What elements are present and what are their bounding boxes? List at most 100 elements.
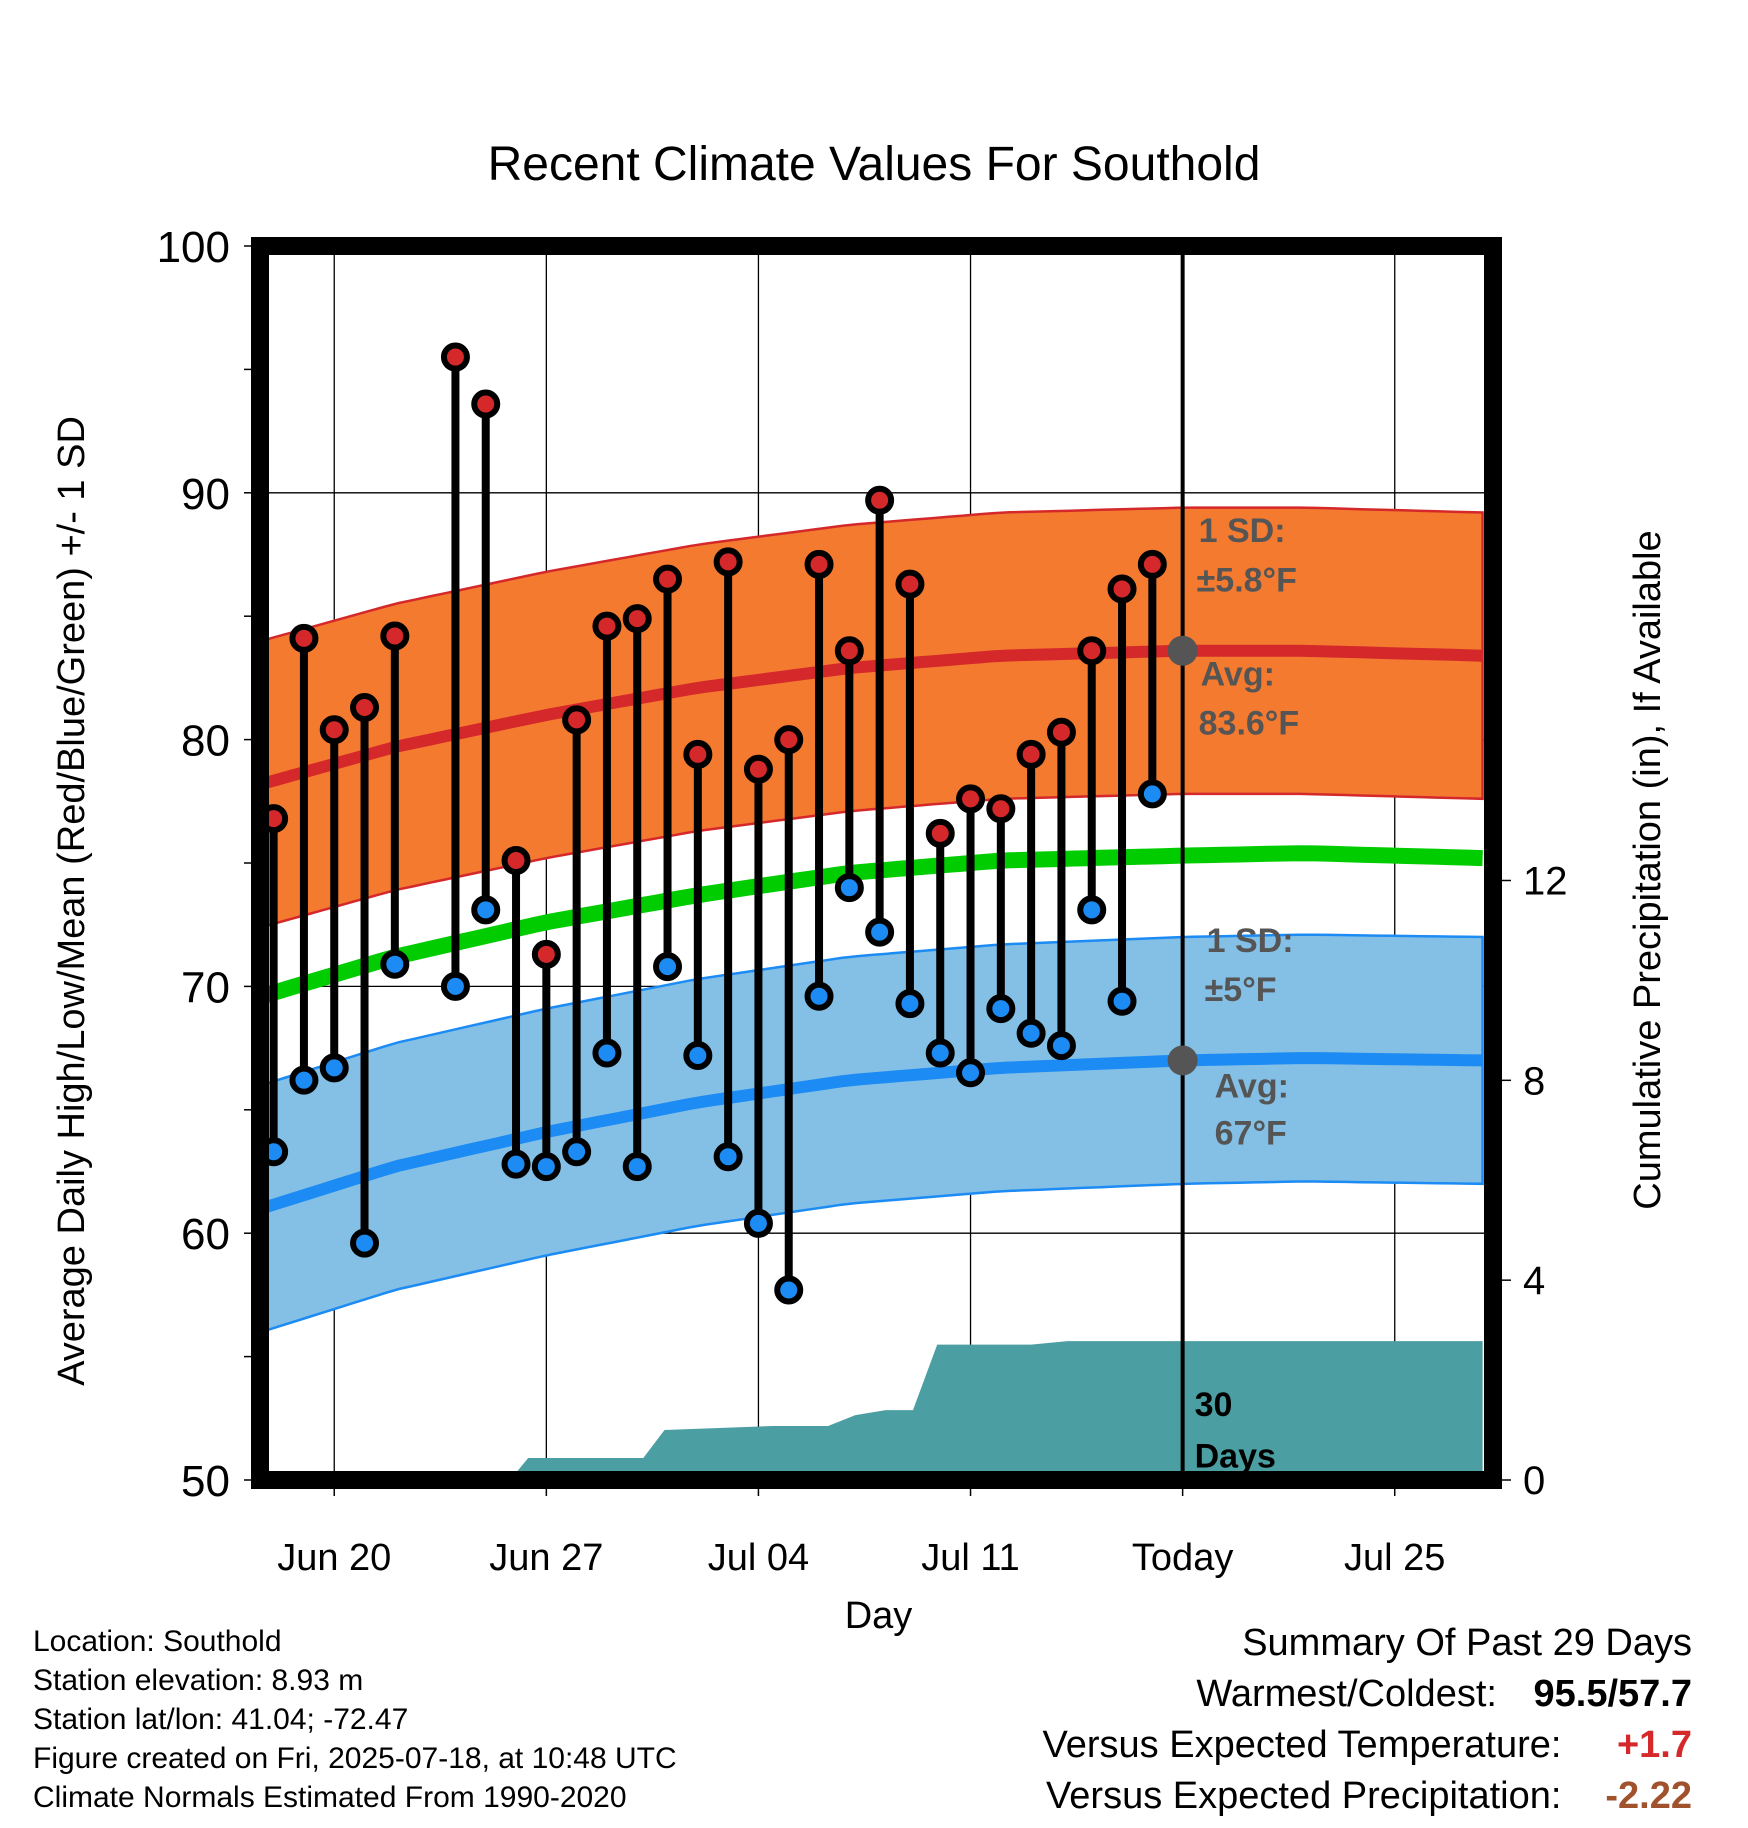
station-info: Location: Southold Station elevation: 8.… <box>33 1622 677 1817</box>
warm-cold-value: 95.5/57.7 <box>1533 1673 1692 1715</box>
daily-low-dot <box>471 895 501 925</box>
daily-high-dot <box>1046 717 1076 747</box>
summary-panel: Summary Of Past 29 Days Warmest/Coldest:… <box>1043 1618 1692 1822</box>
daily-low-dot <box>289 1065 319 1095</box>
daily-high-dot <box>743 754 773 784</box>
daily-low-dot <box>440 971 470 1001</box>
daily-high-dot <box>713 547 743 577</box>
daily-low-dot <box>986 994 1016 1024</box>
daily-low-dot <box>562 1137 592 1167</box>
low-avg-value: 67°F <box>1215 1114 1287 1152</box>
daily-low-dot <box>895 989 925 1019</box>
x-tick-label: Jun 27 <box>489 1537 603 1579</box>
temp-value: +1.7 <box>1616 1724 1692 1766</box>
daily-high-dot <box>986 794 1016 824</box>
daily-low-dot <box>865 917 895 947</box>
daily-high-dot <box>653 564 683 594</box>
low-avg-title: Avg: <box>1215 1067 1289 1105</box>
temp-row: Versus Expected Temperature: +1.7 <box>1043 1720 1692 1771</box>
daily-low-dot <box>622 1152 652 1182</box>
daily-high-dot <box>471 389 501 419</box>
x-axis-label: Day <box>845 1595 913 1637</box>
daily-high-dot <box>774 725 804 755</box>
daily-low-dot <box>834 873 864 903</box>
x-tick-label: Jul 25 <box>1344 1537 1445 1579</box>
y-axis-label: Average Daily High/Low/Mean (Red/Blue/Gr… <box>51 416 93 1386</box>
daily-high-dot <box>350 693 380 723</box>
daily-high-dot <box>501 846 531 876</box>
daily-high-dot <box>562 705 592 735</box>
daily-low-dot <box>1137 779 1167 809</box>
daily-low-dot <box>592 1038 622 1068</box>
high-sd-title: 1 SD: <box>1199 512 1286 550</box>
daily-high-dot <box>956 784 986 814</box>
low-sd-title: 1 SD: <box>1207 922 1294 960</box>
high-avg-dot <box>1167 635 1198 666</box>
y2-tick-label: 4 <box>1523 1259 1545 1303</box>
daily-high-dot <box>440 342 470 372</box>
daily-high-dot <box>289 623 319 653</box>
daily-low-dot <box>683 1041 713 1071</box>
precip-label: Versus Expected Precipitation: <box>1046 1775 1562 1817</box>
daily-high-dot <box>834 636 864 666</box>
days-label-number: 30 <box>1195 1386 1233 1424</box>
daily-high-dot <box>1107 574 1137 604</box>
normals-text: Climate Normals Estimated From 1990-2020 <box>33 1781 627 1814</box>
summary-title: Summary Of Past 29 Days <box>1242 1622 1692 1664</box>
daily-low-dot <box>774 1275 804 1305</box>
x-tick-label: Jul 11 <box>921 1537 1020 1579</box>
elevation-text: Station elevation: 8.93 m <box>33 1664 364 1697</box>
daily-high-dot <box>1016 739 1046 769</box>
high-sd-band <box>260 506 1484 929</box>
y2-tick-label: 0 <box>1523 1459 1545 1503</box>
y-tick-label: 70 <box>181 963 230 1012</box>
daily-low-dot <box>1016 1018 1046 1048</box>
plot-area: 1 SD: ±5.8°F Avg: 83.6°F 1 SD: ±5°F Avg: 67°F 30… <box>51 223 1669 1637</box>
normal-high-line <box>259 644 1483 790</box>
x-tick-label: Jul 04 <box>708 1537 809 1579</box>
daily-low-dot <box>319 1053 349 1083</box>
latlon-text: Station lat/lon: 41.04; -72.47 <box>33 1703 409 1736</box>
y-tick-label: 60 <box>181 1210 230 1259</box>
y2-tick-label: 12 <box>1523 859 1568 903</box>
y2-axis-label: Cumulative Precipitation (in), If Availa… <box>1627 530 1669 1209</box>
daily-low-dot <box>1077 895 1107 925</box>
warm-cold-row: Warmest/Coldest: 95.5/57.7 <box>1043 1669 1692 1720</box>
high-sd-value: ±5.8°F <box>1197 562 1297 600</box>
y-tick-label: 80 <box>181 717 230 766</box>
daily-high-dot <box>531 939 561 969</box>
temp-label: Versus Expected Temperature: <box>1042 1724 1562 1766</box>
precip-area <box>261 1341 1483 1480</box>
daily-low-dot <box>380 949 410 979</box>
low-sd-value: ±5°F <box>1205 971 1277 1009</box>
low-sd-band <box>260 933 1484 1334</box>
daily-high-dot <box>925 818 955 848</box>
x-tick-label: Today <box>1132 1537 1233 1579</box>
daily-low-dot <box>1107 986 1137 1016</box>
y-tick-label: 50 <box>181 1457 230 1506</box>
daily-high-dot <box>380 621 410 651</box>
precip-value: -2.22 <box>1605 1775 1692 1817</box>
daily-high-dot <box>1137 549 1167 579</box>
daily-high-dot <box>592 611 622 641</box>
daily-high-dot <box>683 739 713 769</box>
location-text: Location: Southold <box>33 1625 282 1658</box>
daily-low-dot <box>956 1058 986 1088</box>
daily-low-dot <box>743 1208 773 1238</box>
precip-row: Versus Expected Precipitation: -2.22 <box>1043 1771 1692 1822</box>
days-label-text: Days <box>1195 1438 1276 1476</box>
x-tick-label: Jun 20 <box>277 1537 391 1579</box>
created-text: Figure created on Fri, 2025-07-18, at 10… <box>33 1742 677 1775</box>
daily-low-dot <box>804 981 834 1011</box>
daily-high-dot <box>865 485 895 515</box>
high-avg-title: Avg: <box>1201 655 1275 693</box>
y2-tick-label: 8 <box>1523 1059 1545 1103</box>
y-tick-label: 100 <box>157 223 230 272</box>
chart-title: Recent Climate Values For Southold <box>488 138 1261 191</box>
daily-high-dot <box>622 604 652 634</box>
daily-low-dot <box>350 1228 380 1258</box>
daily-high-dot <box>1077 636 1107 666</box>
daily-low-dot <box>653 952 683 982</box>
daily-high-dot <box>319 715 349 745</box>
